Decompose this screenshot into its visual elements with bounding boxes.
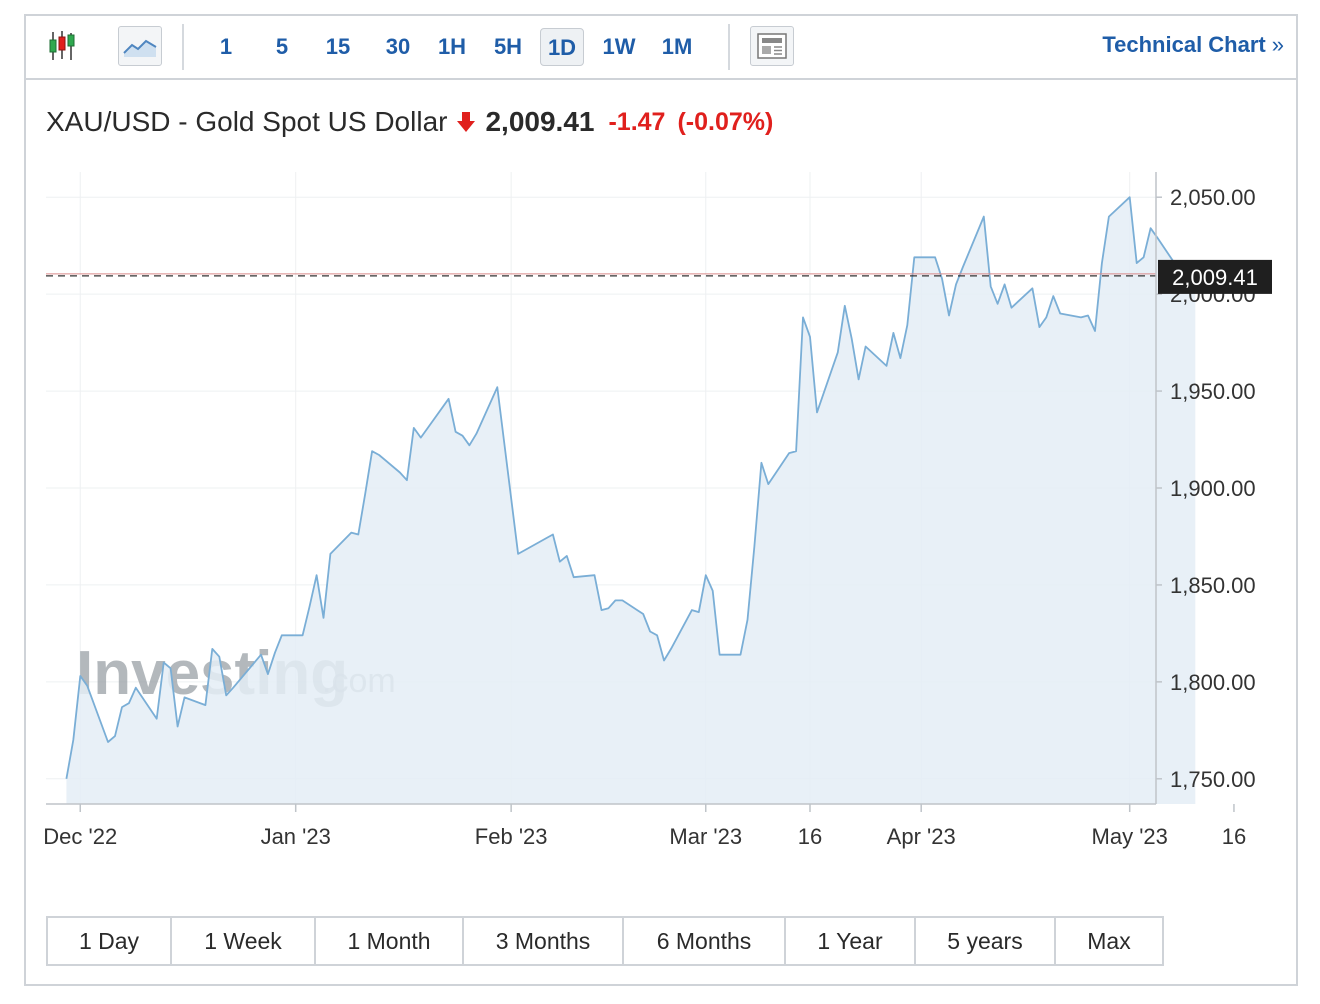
time-range-selector: 1 Day 1 Week 1 Month 3 Months 6 Months 1 Year… bbox=[46, 916, 1164, 966]
y-tick-label: 2,050.00 bbox=[1170, 185, 1256, 210]
range-1-month[interactable]: 1 Month bbox=[316, 918, 464, 964]
range-3-months[interactable]: 3 Months bbox=[464, 918, 624, 964]
x-tick-label: Jan '23 bbox=[261, 824, 331, 849]
technical-chart-label: Technical Chart bbox=[1102, 32, 1266, 57]
instrument-title: XAU/USD - Gold Spot US Dollar bbox=[46, 106, 448, 137]
area-chart-icon bbox=[123, 39, 157, 57]
y-tick-label: 1,800.00 bbox=[1170, 670, 1256, 695]
x-tick-label: Apr '23 bbox=[887, 824, 956, 849]
quote-header: XAU/USD - Gold Spot US Dollar 2,009.41 -… bbox=[46, 102, 773, 142]
last-price-tag-label: 2,009.41 bbox=[1172, 265, 1258, 290]
timeframe-1[interactable]: 1 bbox=[219, 34, 233, 59]
x-tick-label: May '23 bbox=[1092, 824, 1168, 849]
range-max[interactable]: Max bbox=[1087, 928, 1131, 954]
range-1-day[interactable]: 1 Day bbox=[48, 918, 172, 964]
range-1-week[interactable]: 1 Week bbox=[172, 918, 316, 964]
x-tick-label: Dec '22 bbox=[43, 824, 117, 849]
toolbar-divider bbox=[182, 24, 184, 70]
y-tick-label: 1,950.00 bbox=[1170, 379, 1256, 404]
chart-toolbar: 1 5 15 30 1H 5H 1D 1W 1M Technical Chart» bbox=[26, 16, 1296, 80]
timeframe-1d[interactable]: 1D bbox=[540, 28, 584, 66]
timeframe-1w[interactable]: 1W bbox=[602, 34, 636, 59]
price-chart[interactable]: Investing.com1,750.001,800.001,850.001,9… bbox=[26, 16, 1296, 896]
y-tick-label: 1,850.00 bbox=[1170, 573, 1256, 598]
x-tick-label: Mar '23 bbox=[669, 824, 742, 849]
toolbar-divider bbox=[728, 24, 730, 70]
price-change: -1.47 bbox=[608, 107, 666, 136]
last-price: 2,009.41 bbox=[485, 106, 595, 137]
y-tick-label: 1,900.00 bbox=[1170, 476, 1256, 501]
area-chart-button[interactable] bbox=[118, 26, 162, 66]
y-tick-label: 1,750.00 bbox=[1170, 767, 1256, 792]
timeframe-5[interactable]: 5 bbox=[275, 34, 289, 59]
range-5-years[interactable]: 5 years bbox=[916, 918, 1056, 964]
timeframe-1m[interactable]: 1M bbox=[661, 34, 693, 59]
x-tick-label: 16 bbox=[1222, 824, 1246, 849]
x-tick-label: Feb '23 bbox=[475, 824, 548, 849]
price-line bbox=[66, 197, 1195, 779]
timeframe-15[interactable]: 15 bbox=[325, 34, 351, 59]
timeframe-1h[interactable]: 1H bbox=[437, 34, 467, 59]
price-area bbox=[66, 197, 1195, 804]
news-overlay-button[interactable] bbox=[750, 26, 794, 66]
technical-chart-link[interactable]: Technical Chart» bbox=[1102, 32, 1284, 58]
candlestick-icon bbox=[49, 31, 75, 60]
newspaper-icon bbox=[757, 33, 787, 59]
double-chevron-right-icon: » bbox=[1271, 32, 1284, 57]
down-arrow-icon bbox=[457, 111, 476, 133]
candlestick-chart-button[interactable] bbox=[44, 26, 86, 66]
range-1-year[interactable]: 1 Year bbox=[786, 918, 916, 964]
timeframe-30[interactable]: 30 bbox=[385, 34, 411, 59]
range-6-months[interactable]: 6 Months bbox=[624, 918, 786, 964]
x-tick-label: 16 bbox=[798, 824, 822, 849]
price-change-percent: (-0.07%) bbox=[677, 107, 774, 136]
last-price-tag bbox=[1158, 260, 1272, 294]
timeframe-5h[interactable]: 5H bbox=[493, 34, 523, 59]
chart-widget: 1 5 15 30 1H 5H 1D 1W 1M Technical Chart» XAU/US… bbox=[24, 14, 1298, 986]
